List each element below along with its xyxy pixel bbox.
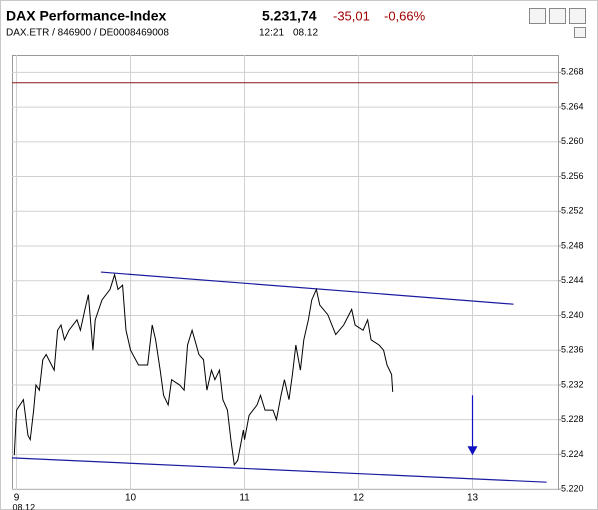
last-price: 5.231,74 [262, 8, 317, 24]
y-tick-label: 5.220 [561, 484, 584, 494]
y-tick-label: 5.224 [561, 449, 584, 459]
toolbar [529, 8, 586, 38]
x-tick-label: 9 [14, 493, 20, 504]
y-tick-label: 5.232 [561, 379, 584, 389]
change: -35,01 [333, 8, 370, 23]
y-tick-label: 5.240 [561, 310, 584, 320]
x-tick-label: 11 [239, 493, 250, 504]
icon-news[interactable] [549, 8, 566, 24]
y-tick-label: 5.236 [561, 345, 584, 355]
subtitle: DAX.ETR / 846900 / DE0008469008 [6, 28, 169, 39]
y-tick-label: 5.248 [561, 240, 584, 250]
y-tick-label: 5.256 [561, 171, 584, 181]
y-tick-label: 5.268 [561, 67, 584, 77]
icon-close[interactable] [574, 27, 586, 38]
arrow-head [467, 446, 478, 456]
x-tick-label: 13 [467, 493, 479, 504]
y-tick-label: 5.244 [561, 275, 584, 285]
y-tick-label: 5.264 [561, 101, 584, 111]
icon-settings[interactable] [569, 8, 586, 24]
icon-bars[interactable] [529, 8, 546, 24]
x-tick-label: 12 [353, 493, 365, 504]
y-tick-label: 5.228 [561, 414, 584, 424]
time: 12:21 [259, 28, 284, 39]
y-tick-label: 5.252 [561, 206, 584, 216]
trend-line [11, 457, 547, 483]
date: 08.12 [293, 28, 318, 39]
x-date-label: 08.12 [13, 502, 36, 510]
x-tick-label: 10 [125, 493, 137, 504]
price-line [13, 272, 394, 467]
change-pct: -0,66% [384, 8, 426, 23]
title: DAX Performance-Index [6, 8, 166, 24]
y-tick-label: 5.260 [561, 136, 584, 146]
trend-line [100, 271, 514, 305]
